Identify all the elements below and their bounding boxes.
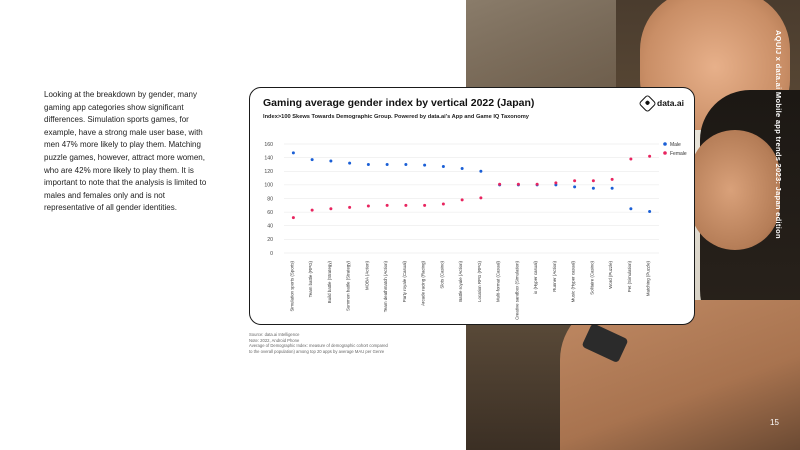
female-point: [441, 202, 445, 206]
male-point: [441, 164, 445, 168]
photo-person-arm: [560, 300, 800, 450]
male-point: [404, 162, 408, 166]
male-point: [423, 163, 427, 167]
male-point: [385, 162, 389, 166]
footnote-line: to the overall population) among top 20 …: [249, 348, 385, 354]
legend-label: Male: [670, 142, 681, 148]
female-point: [348, 205, 352, 209]
female-point: [423, 203, 427, 207]
female-point: [648, 154, 652, 158]
female-point: [629, 157, 633, 161]
legend-label: Female: [670, 151, 687, 157]
intro-paragraph: Looking at the breakdown by gender, many…: [44, 90, 207, 213]
legend-marker: [663, 142, 667, 146]
x-tick-label: Slots (Casino): [439, 260, 444, 288]
x-tick-label: Simulation sports (Sports): [289, 260, 294, 311]
female-point: [516, 182, 520, 186]
chart-card: [249, 87, 695, 325]
brand-name: data.ai: [657, 98, 684, 108]
brand-logo: data.ai: [638, 93, 684, 113]
female-point: [591, 179, 595, 183]
female-point: [460, 198, 464, 202]
female-point: [291, 216, 295, 220]
y-tick-label: 120: [264, 169, 273, 175]
x-tick-label: MOBA (Action): [364, 260, 369, 290]
female-point: [329, 207, 333, 211]
chart-subtitle: Index>100 Skews Towards Demographic Grou…: [263, 114, 529, 120]
chart-title: Gaming average gender index by vertical …: [263, 97, 535, 109]
y-tick-label: 40: [267, 224, 273, 230]
x-tick-label: Team deathmatch (Action): [383, 260, 388, 312]
male-point: [591, 186, 595, 190]
female-point: [498, 182, 502, 186]
female-point: [610, 177, 614, 181]
footnote-line: Average of Demographic Index: measure of…: [249, 343, 388, 349]
male-point: [366, 162, 370, 166]
page-number: 15: [770, 418, 779, 427]
x-tick-label: Team battle (RPG): [308, 260, 313, 297]
x-tick-label: Matching (Puzzle): [646, 260, 651, 296]
x-tick-label: Battle royale (Action): [458, 260, 463, 301]
x-tick-label: Arcade racing (Racing): [421, 260, 426, 305]
x-tick-label: Music (Hyper casual): [571, 260, 576, 302]
female-point: [535, 182, 539, 186]
male-point: [460, 167, 464, 171]
x-tick-label: Summon battle (Strategy): [346, 260, 351, 311]
female-point: [404, 203, 408, 207]
male-point: [648, 209, 652, 213]
y-tick-label: 100: [264, 183, 273, 189]
female-point: [479, 196, 483, 200]
footnote-line: Source: data.ai Intelligence: [249, 332, 300, 337]
y-tick-label: 0: [270, 251, 273, 257]
x-tick-label: Solitaire (Casino): [589, 260, 594, 294]
data-ai-logo-icon: [638, 93, 657, 113]
male-point: [573, 185, 577, 189]
x-tick-label: Creative sandbox (Simulation): [514, 260, 519, 319]
legend-marker: [663, 151, 667, 155]
x-tick-label: Runner (Action): [552, 260, 557, 291]
male-point: [479, 169, 483, 173]
male-point: [629, 207, 633, 211]
x-tick-label: io (Hyper casual): [533, 260, 538, 294]
x-tick-label: Pet (Simulation): [627, 260, 632, 292]
chart-footnote: Source: data.ai Intelligence Note: 2022,…: [249, 332, 449, 354]
male-point: [329, 159, 333, 163]
x-tick-label: Word (Puzzle): [608, 260, 613, 288]
footnote-line: Note: 2022, Android Phone: [249, 337, 300, 343]
y-tick-label: 20: [267, 237, 273, 243]
photo-person-face-2: [690, 130, 780, 250]
y-tick-label: 80: [267, 196, 273, 202]
y-tick-label: 140: [264, 155, 273, 161]
x-tick-label: Multi-format (Casual): [496, 260, 501, 302]
female-point: [385, 203, 389, 207]
female-point: [310, 208, 314, 212]
male-point: [610, 186, 614, 190]
female-point: [366, 204, 370, 208]
male-point: [348, 161, 352, 165]
female-point: [554, 181, 558, 185]
report-vertical-title: AQUIJ x data.ai Mobile app trends 2023: …: [774, 30, 783, 239]
male-point: [310, 158, 314, 162]
x-tick-label: Party royale (Casual): [402, 260, 407, 302]
gender-index-chart: 0 20 40 60 80 100 120 140 160 Simulation sports (…: [264, 142, 687, 320]
female-point: [573, 179, 577, 183]
x-tick-label: Build battle (Strategy): [327, 260, 332, 303]
male-point: [291, 151, 295, 155]
y-tick-label: 160: [264, 142, 273, 148]
x-tick-label: Location RPG (RPG): [477, 260, 482, 302]
y-tick-label: 60: [267, 210, 273, 216]
